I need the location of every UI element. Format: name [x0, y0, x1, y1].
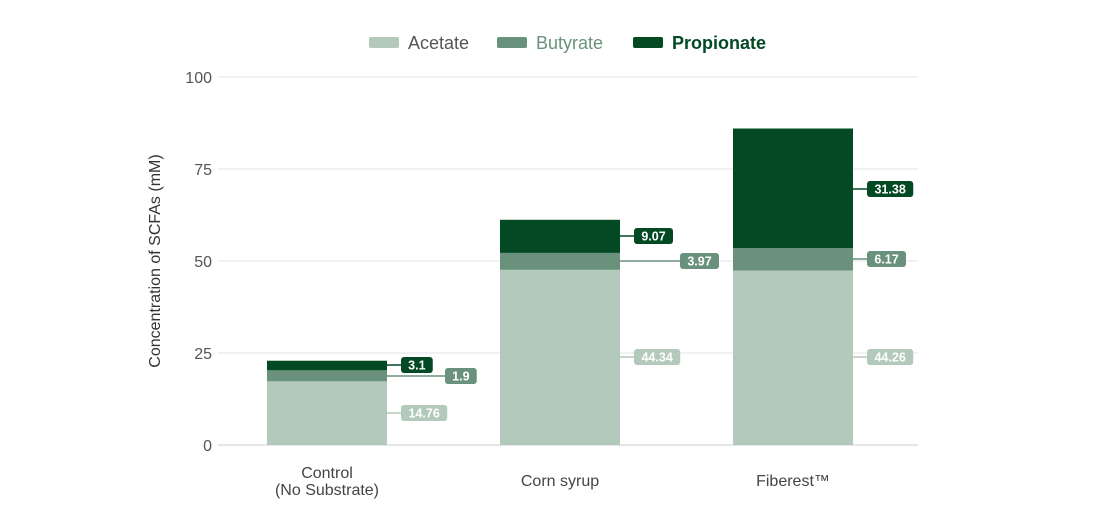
data-label-propionate-2: 31.38: [874, 183, 905, 197]
x-category-label: Fiberest™: [756, 473, 830, 490]
label-box-acetate-2: [867, 349, 914, 365]
legend-swatch-butyrate: [497, 37, 527, 48]
legend: Acetate Butyrate Propionate: [369, 33, 766, 53]
y-axis-label: Concentration of SCFAs (mM): [147, 154, 164, 367]
bar-acetate-0: [267, 381, 387, 445]
label-box-butyrate-2: [867, 251, 906, 267]
y-tick-label: 75: [194, 162, 212, 179]
y-tick-label: 100: [185, 70, 212, 87]
y-axis: 0 25 50 75 100: [185, 70, 212, 455]
data-label-acetate-0: 14.76: [408, 407, 439, 421]
bar-acetate-1: [500, 269, 620, 445]
bar-propionate-0: [267, 360, 387, 371]
label-box-butyrate-1: [680, 253, 719, 269]
bars: [267, 128, 853, 445]
data-label-butyrate-1: 3.97: [687, 255, 711, 269]
data-label-acetate-2: 44.26: [874, 351, 905, 365]
x-category-sublabel: (No Substrate): [275, 482, 379, 499]
bar-acetate-2: [733, 270, 853, 445]
bar-butyrate-2: [733, 248, 853, 271]
legend-swatch-acetate: [369, 37, 399, 48]
label-box-propionate-1: [634, 228, 673, 244]
data-labels: 14.76 1.9 3.1 44.34 3.97 9.07 44.26 6.17 31.38: [387, 181, 914, 421]
bar-butyrate-1: [500, 252, 620, 270]
legend-label-acetate: Acetate: [408, 33, 469, 53]
y-tick-label: 25: [194, 346, 212, 363]
data-label-butyrate-2: 6.17: [874, 253, 898, 267]
bar-propionate-2: [733, 128, 853, 249]
label-box-acetate-1: [634, 349, 681, 365]
x-category-label: Corn syrup: [521, 473, 599, 490]
legend-label-propionate: Propionate: [672, 33, 766, 53]
label-box-acetate-0: [401, 405, 448, 421]
x-axis: Control(No Substrate) Corn syrup Fiberest™: [275, 465, 830, 499]
label-box-propionate-2: [867, 181, 914, 197]
legend-label-butyrate: Butyrate: [536, 33, 603, 53]
y-tick-label: 0: [203, 438, 212, 455]
bar-propionate-1: [500, 219, 620, 253]
data-label-propionate-0: 3.1: [408, 359, 425, 373]
data-label-propionate-1: 9.07: [641, 230, 665, 244]
y-tick-label: 50: [194, 254, 212, 271]
label-box-propionate-0: [401, 357, 433, 373]
data-label-acetate-1: 44.34: [641, 351, 672, 365]
label-box-butyrate-0: [445, 368, 477, 384]
legend-swatch-propionate: [633, 37, 663, 48]
x-category-label: Control: [301, 465, 353, 482]
data-label-butyrate-0: 1.9: [452, 370, 469, 384]
bar-butyrate-0: [267, 370, 387, 382]
